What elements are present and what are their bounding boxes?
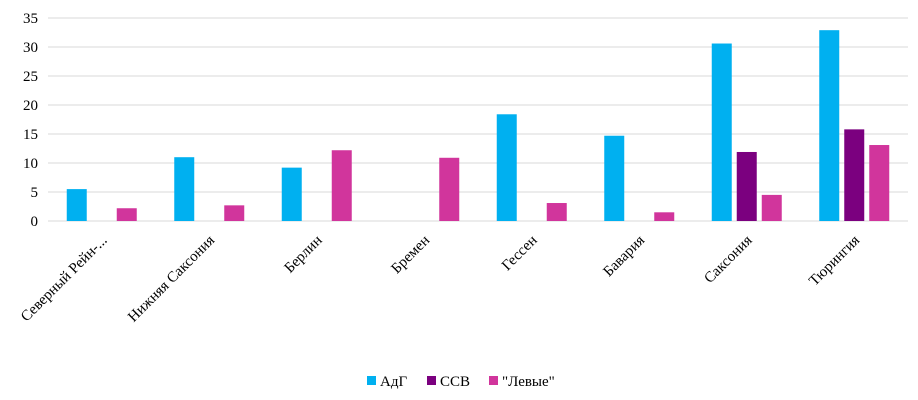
bar-2-8 bbox=[844, 129, 865, 221]
y-tick-label: 20 bbox=[23, 98, 38, 114]
y-tick-label: 30 bbox=[23, 40, 38, 56]
legend-label-3: "Левые" bbox=[502, 374, 555, 390]
y-tick-label: 0 bbox=[31, 214, 39, 230]
y-axis-tick-labels: 0 5 10 15 20 25 30 35 bbox=[23, 11, 38, 230]
bar-1-6 bbox=[604, 135, 625, 221]
bar-1-1 bbox=[66, 189, 87, 221]
legend-swatch-1 bbox=[367, 376, 376, 385]
bar-3-2 bbox=[224, 205, 245, 221]
x-category-label: Тюрингия bbox=[806, 232, 863, 289]
x-category-label: Берлин bbox=[282, 233, 326, 277]
bar-3-5 bbox=[546, 203, 567, 221]
x-axis-category-labels: Северный Рейн-... Нижняя Саксония Берлин Бр… bbox=[18, 232, 863, 325]
y-tick-label: 10 bbox=[23, 156, 38, 172]
x-category-label: Нижняя Саксония bbox=[125, 232, 218, 325]
x-category-label: Северный Рейн-... bbox=[18, 233, 111, 326]
bar-3-8 bbox=[869, 145, 890, 221]
x-category-label: Саксония bbox=[701, 232, 755, 286]
bar-3-3 bbox=[331, 150, 352, 221]
y-tick-label: 15 bbox=[23, 127, 38, 143]
bars bbox=[66, 30, 890, 222]
bar-3-6 bbox=[654, 212, 675, 221]
legend: АдГ ССВ "Левые" bbox=[367, 374, 555, 390]
x-category-label: Гессен bbox=[499, 233, 541, 275]
bar-1-5 bbox=[496, 114, 517, 221]
bar-1-7 bbox=[711, 43, 732, 221]
bar-3-1 bbox=[116, 208, 137, 221]
bar-2-7 bbox=[736, 151, 757, 221]
bar-1-2 bbox=[174, 157, 195, 221]
bar-3-7 bbox=[761, 194, 782, 221]
x-category-label: Бавария bbox=[601, 232, 649, 280]
x-category-label: Бремен bbox=[389, 233, 434, 278]
y-tick-label: 5 bbox=[31, 185, 39, 201]
y-tick-label: 25 bbox=[23, 69, 38, 85]
legend-label-1: АдГ bbox=[380, 374, 407, 390]
bar-1-8 bbox=[819, 30, 840, 222]
y-tick-label: 35 bbox=[23, 11, 38, 27]
legend-swatch-2 bbox=[427, 376, 436, 385]
legend-label-2: ССВ bbox=[440, 374, 470, 390]
legend-swatch-3 bbox=[489, 376, 498, 385]
bar-1-3 bbox=[281, 167, 302, 221]
bar-3-4 bbox=[439, 157, 460, 221]
